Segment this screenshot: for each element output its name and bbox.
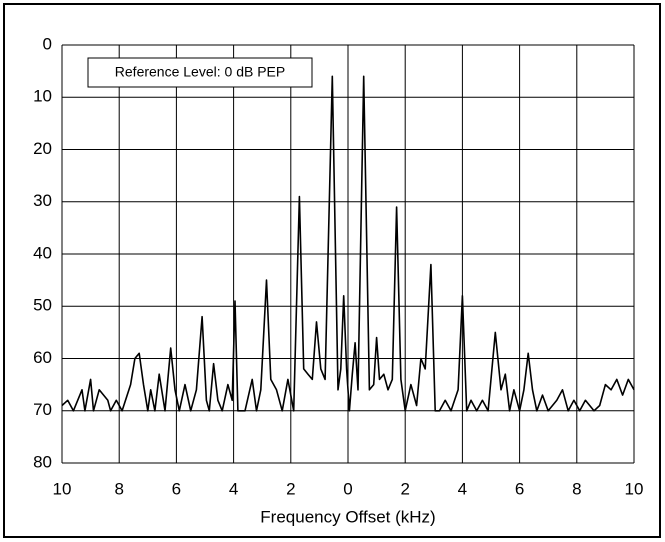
- x-tick-label: 2: [400, 479, 409, 498]
- x-tick-label: 10: [53, 479, 72, 498]
- x-tick-label: 0: [343, 479, 352, 498]
- y-tick-label: 10: [33, 87, 52, 106]
- y-tick-label: 60: [33, 348, 52, 367]
- x-tick-label: 8: [114, 479, 123, 498]
- x-axis-label: Frequency Offset (kHz): [260, 507, 435, 526]
- x-tick-label: 6: [172, 479, 181, 498]
- x-tick-label: 4: [458, 479, 467, 498]
- x-tick-label: 6: [515, 479, 524, 498]
- y-tick-label: 70: [33, 400, 52, 419]
- y-tick-label: 20: [33, 139, 52, 158]
- y-tick-label: 30: [33, 191, 52, 210]
- x-tick-label: 2: [286, 479, 295, 498]
- x-tick-label: 8: [572, 479, 581, 498]
- y-tick-label: 40: [33, 243, 52, 262]
- y-tick-label: 50: [33, 296, 52, 315]
- x-tick-label: 4: [229, 479, 238, 498]
- annotation-box: [87, 57, 313, 88]
- y-tick-label: 0: [43, 34, 52, 53]
- y-tick-label: 80: [33, 452, 52, 471]
- x-tick-label: 10: [625, 479, 644, 498]
- annotation: Reference Level: 0 dB PEP: [115, 64, 285, 80]
- spectrum-line: [61, 75, 635, 412]
